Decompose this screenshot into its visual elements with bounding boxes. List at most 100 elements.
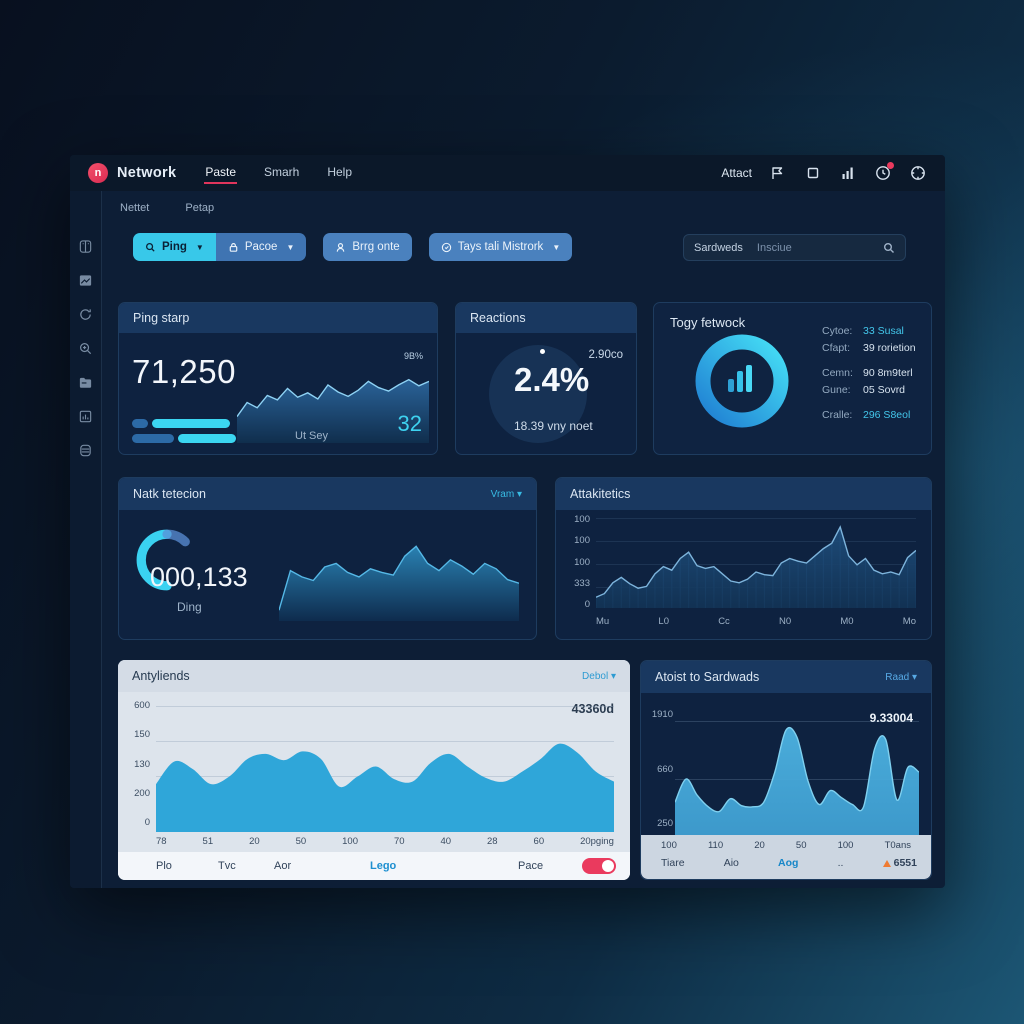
atoist-footer-row: Tiare Aio Aog .. 6551 bbox=[661, 857, 917, 869]
filter-chip-tays[interactable]: Tays tali Mistrork ▼ bbox=[428, 233, 573, 261]
reactions-value: 2.4% bbox=[514, 361, 590, 398]
ping-card-title: Ping starp bbox=[133, 311, 190, 325]
tick-label: T0ans bbox=[884, 840, 911, 851]
attact-label[interactable]: Attact bbox=[721, 166, 752, 180]
lock-icon bbox=[229, 242, 238, 252]
chip-tays-label: Tays tali Mistrork bbox=[457, 241, 544, 253]
tick-label: 0 bbox=[584, 599, 590, 610]
footer-item-dots[interactable]: .. bbox=[837, 857, 844, 869]
reactions-subtext: 18.39 vny noet bbox=[514, 419, 593, 433]
natk-tetecion-card: Natk tetecion Vram ▾ 000,133 Ding bbox=[118, 477, 537, 640]
book-icon[interactable] bbox=[78, 239, 93, 254]
reactions-halo bbox=[489, 345, 587, 443]
tick-label: 60 bbox=[533, 836, 545, 847]
tick-label: N0 bbox=[779, 616, 792, 627]
tick-label: 130 bbox=[134, 758, 150, 770]
natk-value: 000,133 bbox=[150, 562, 248, 592]
top-navbar: n Network Paste Smarh Help Attact bbox=[70, 155, 945, 191]
attak-x-axis: Mu L0 Cc N0 M0 Mo bbox=[596, 616, 916, 627]
anty-card-header: Antyliends Debol ▾ bbox=[118, 660, 630, 692]
tick-label: 51 bbox=[202, 836, 214, 847]
ping-starp-card: Ping starp 71,250 9B% Ut Sey 32 bbox=[118, 302, 438, 455]
ping-footer-value: 32 bbox=[397, 411, 422, 436]
legend-item-plo[interactable]: Plo bbox=[156, 860, 172, 872]
refresh-icon[interactable] bbox=[78, 307, 93, 322]
anty-x-axis: 78 51 20 50 100 70 40 28 60 20pging bbox=[156, 836, 614, 847]
warning-triangle-icon bbox=[882, 859, 891, 867]
tick-label: 50 bbox=[295, 836, 307, 847]
stat-row: Cytoe: 33 Susal bbox=[822, 325, 904, 337]
anty-corner-value: 43360d bbox=[572, 702, 614, 716]
clock-icon[interactable] bbox=[874, 162, 894, 182]
nav-item-help[interactable]: Help bbox=[327, 165, 353, 179]
signal-bars-icon[interactable] bbox=[839, 164, 857, 182]
tick-label: 333 bbox=[574, 577, 590, 589]
tab-nettet[interactable]: Nettet bbox=[120, 202, 150, 214]
tick-label: 660 bbox=[657, 763, 673, 775]
attak-area-chart bbox=[596, 518, 916, 608]
footer-item-tiare[interactable]: Tiare bbox=[661, 857, 685, 869]
sub-tabs: Nettet Petap bbox=[120, 202, 214, 214]
legend-item-tvc[interactable]: Tvc bbox=[218, 860, 236, 872]
search-zoom-icon[interactable] bbox=[78, 341, 93, 356]
chip-group: Ping ▼ Pacoe ▼ bbox=[133, 233, 307, 261]
database-icon[interactable] bbox=[78, 443, 93, 458]
atoist-area-chart bbox=[675, 721, 919, 837]
tick-label: 20 bbox=[249, 836, 260, 847]
donut-inner-bars-icon bbox=[728, 365, 752, 392]
atoist-footer: 100 110 20 50 100 T0ans Tiare Aio Aog .. 6551 bbox=[641, 835, 931, 879]
brand-logo-icon[interactable]: n bbox=[88, 163, 108, 183]
copy-icon[interactable] bbox=[804, 164, 822, 182]
chart-panel-icon[interactable] bbox=[78, 409, 93, 424]
flag-icon[interactable] bbox=[769, 164, 787, 182]
alert-badge: 6551 bbox=[882, 857, 917, 869]
nav-item-paste[interactable]: Paste bbox=[204, 162, 237, 184]
legend-item-pace[interactable]: Pace bbox=[518, 860, 544, 872]
ping-sparkline-chart bbox=[237, 355, 429, 443]
legend-item-lego[interactable]: Lego bbox=[370, 860, 397, 872]
image-icon[interactable] bbox=[78, 273, 93, 288]
natk-label: Ding bbox=[177, 600, 202, 614]
natk-area-chart bbox=[279, 531, 519, 621]
filter-chip-ping[interactable]: Ping ▼ bbox=[133, 233, 216, 261]
anty-legend: Plo Tvc Aor Lego Pace bbox=[118, 852, 630, 880]
filter-chip-brrg[interactable]: Brrg onte bbox=[323, 233, 412, 261]
chevron-down-icon: ▼ bbox=[195, 242, 204, 252]
reactions-corner-value: 2.90co bbox=[588, 349, 623, 361]
atoist-dropdown[interactable]: Raad ▾ bbox=[885, 671, 917, 683]
natk-card-title: Natk tetecion bbox=[133, 487, 206, 501]
attakitetics-card: Attakitetics 100 100 100 333 0 Mu L0 Cc N0 M0 Mo bbox=[555, 477, 932, 640]
natk-dropdown[interactable]: Vram ▾ bbox=[490, 488, 522, 500]
chevron-down-icon: ▼ bbox=[286, 242, 295, 252]
donut-chart bbox=[692, 331, 792, 431]
atoist-card-header: Atoist to Sardwads Raad ▾ bbox=[641, 661, 931, 693]
tab-petap[interactable]: Petap bbox=[185, 202, 215, 214]
tick-label: Cc bbox=[718, 616, 730, 627]
tick-label: 20 bbox=[754, 840, 765, 851]
togy-fetwock-card: Togy fetwock Cytoe: 33 Susal Cfap bbox=[653, 302, 932, 455]
ping-value: 71,250 bbox=[132, 353, 236, 390]
footer-item-aio[interactable]: Aio bbox=[723, 857, 739, 869]
tick-label: 600 bbox=[134, 700, 150, 711]
anty-area-chart bbox=[156, 706, 614, 832]
tick-label: L0 bbox=[658, 616, 669, 627]
main-nav: Paste Smarh Help bbox=[204, 162, 353, 184]
reactions-card-header: Reactions bbox=[456, 303, 636, 333]
topbar-actions: Attact bbox=[721, 162, 927, 182]
legend-item-aor[interactable]: Aor bbox=[274, 860, 292, 872]
target-icon[interactable] bbox=[909, 164, 927, 182]
notification-dot bbox=[887, 162, 894, 169]
gauge-chart bbox=[134, 527, 200, 593]
legend-toggle[interactable] bbox=[582, 858, 616, 874]
filter-chip-pacoe[interactable]: Pacoe ▼ bbox=[215, 233, 307, 261]
search-input[interactable]: Sardweds Insciue bbox=[683, 234, 906, 261]
anty-y-axis: 600 150 130 200 0 bbox=[124, 700, 150, 828]
tick-label: 1910 bbox=[651, 709, 673, 720]
folder-icon[interactable] bbox=[78, 375, 93, 390]
tick-label: 0 bbox=[144, 817, 150, 828]
anty-dropdown[interactable]: Debol ▾ bbox=[582, 670, 616, 682]
nav-item-smarh[interactable]: Smarh bbox=[264, 165, 300, 179]
footer-item-aog[interactable]: Aog bbox=[778, 857, 799, 869]
tick-label: 20pging bbox=[580, 836, 614, 847]
tick-label: 28 bbox=[487, 836, 498, 847]
